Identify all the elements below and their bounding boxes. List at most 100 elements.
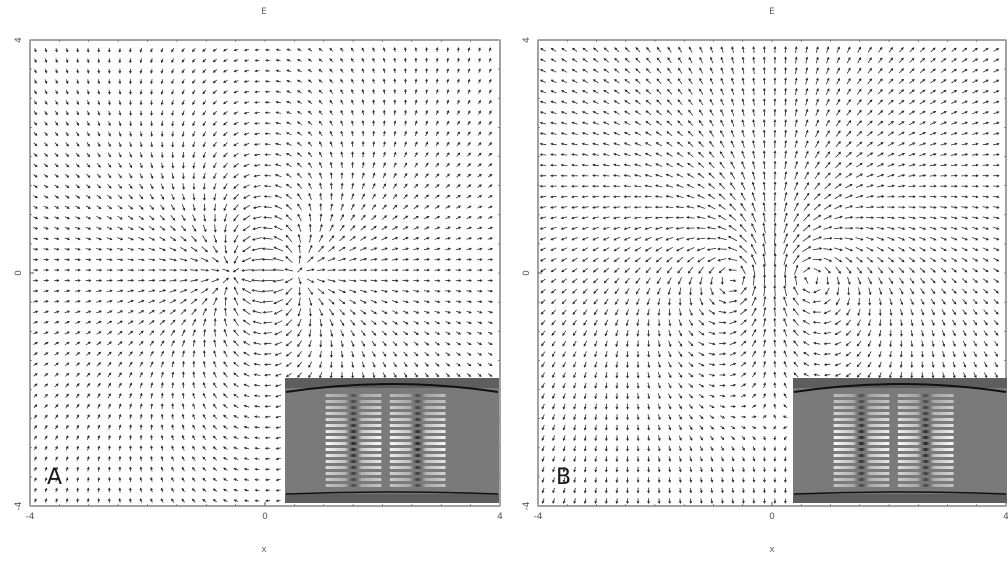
panel-b-field-arrow (942, 361, 945, 368)
panel-b-field-arrow (583, 330, 588, 337)
panel-a-field-arrow (350, 47, 354, 52)
panel-a-field-arrow (456, 173, 461, 178)
panel-b-field-arrow (834, 320, 842, 325)
panel-a-field-arrow (64, 268, 71, 272)
panel-b-field-arrow (720, 435, 725, 441)
panel-a-field-arrow (160, 162, 164, 169)
panel-b-field-arrow (844, 247, 854, 252)
panel-b-field-arrow (709, 88, 714, 95)
panel-a-field-arrow (456, 341, 462, 346)
panel-b-field-arrow (877, 267, 884, 274)
panel-a-field-arrow (55, 487, 58, 493)
panel-b-field-arrow (572, 319, 577, 326)
panel-b-field-arrow (634, 131, 641, 136)
panel-a-field-arrow (32, 226, 39, 230)
panel-a-field-arrow (455, 247, 462, 251)
panel-a-field-arrow (393, 162, 397, 168)
panel-b-field-arrow (835, 298, 841, 306)
panel-b-field-arrow (804, 150, 809, 159)
panel-a-field-arrow (160, 141, 164, 148)
panel-b-field-arrow (962, 288, 968, 294)
panel-b-field-arrow (751, 329, 757, 337)
panel-a-field-arrow (212, 48, 218, 52)
panel-a-field-arrow (181, 47, 185, 53)
panel-b-field-arrow (889, 340, 893, 348)
panel-a-field-arrow (127, 215, 134, 220)
panel-b-field-arrow (961, 226, 969, 230)
panel-b-field-arrow (773, 487, 777, 494)
panel-a-field-arrow (359, 257, 368, 261)
panel-b-field-arrow (583, 372, 587, 379)
panel-a-field-arrow (179, 258, 188, 262)
panel-a-field-arrow (445, 247, 452, 251)
panel-b-field-arrow (804, 276, 809, 284)
panel-b-field-arrow (573, 403, 576, 410)
panel-a-field-arrow (275, 488, 281, 492)
panel-a-field-arrow (223, 317, 227, 327)
panel-a-field-arrow (75, 205, 81, 209)
panel-a-field-arrow (224, 296, 228, 306)
panel-b-field-arrow (950, 237, 958, 241)
panel-a-field-arrow (243, 467, 250, 471)
panel-b-field-arrow (952, 372, 956, 379)
panel-a-field-arrow (487, 237, 493, 240)
panel-b-field-arrow (763, 403, 766, 409)
panel-a-inset-fringe (325, 418, 382, 421)
panel-b-field-arrow (762, 191, 766, 201)
panel-b-field-arrow (866, 184, 874, 188)
panel-a-field-arrow (86, 89, 90, 95)
panel-a-field-arrow (349, 289, 357, 293)
panel-a-field-arrow (160, 183, 164, 190)
panel-a-field-arrow (223, 361, 228, 368)
panel-a-field-arrow (273, 225, 283, 231)
panel-a-field-arrow (457, 89, 460, 94)
panel-b-field-arrow (731, 98, 735, 106)
panel-a-field-arrow (275, 100, 281, 104)
panel-a-field-arrow (487, 362, 493, 367)
panel-b-field-arrow (919, 142, 927, 146)
panel-a-field-arrow (171, 79, 174, 85)
panel-b-field-arrow (784, 77, 787, 85)
panel-b-field-arrow (655, 173, 663, 178)
panel-a-field-arrow (261, 258, 274, 261)
panel-b-field-arrow (699, 276, 703, 286)
panel-a-field-arrow (54, 173, 59, 178)
panel-b-field-arrow (763, 498, 766, 504)
panel-b-field-arrow (657, 329, 661, 337)
panel-a-field-arrow (137, 279, 145, 282)
panel-b-field-arrow (541, 382, 545, 389)
panel-b-field-arrow (541, 456, 545, 463)
panel-a-field-arrow (424, 183, 429, 189)
panel-a-field-arrow (466, 362, 472, 367)
panel-b-field-arrow (763, 392, 766, 399)
panel-a-field-arrow (251, 289, 263, 293)
panel-a-field-arrow (318, 89, 323, 94)
panel-b-field-arrow (833, 237, 844, 241)
panel-b-field-arrow (898, 89, 905, 95)
panel-a-field-arrow (435, 141, 439, 147)
panel-a-field-arrow (381, 247, 388, 251)
panel-b-field-arrow (908, 205, 916, 209)
panel-a-field-arrow (107, 372, 112, 378)
panel-a-inset-fringe (325, 460, 382, 463)
panel-a-field-arrow (402, 258, 410, 261)
panel-a-field-arrow (191, 235, 197, 242)
panel-a-field-arrow (34, 79, 37, 84)
panel-a-field-arrow (286, 100, 292, 104)
panel-b-field-arrow (571, 58, 578, 63)
panel-a-field-arrow (264, 58, 271, 62)
panel-b-field-arrow (634, 110, 641, 115)
panel-b-field-arrow (919, 78, 926, 84)
panel-a-field-arrow (273, 236, 283, 242)
panel-a-field-arrow (477, 342, 483, 345)
panel-a-field-arrow (150, 141, 154, 148)
panel-a-field-arrow (403, 362, 408, 368)
panel-b-field-arrow (729, 192, 736, 201)
panel-a-field-arrow (202, 349, 206, 358)
panel-b-field-arrow (685, 226, 695, 230)
panel-b-field-arrow (582, 288, 588, 294)
panel-b-field-arrow (688, 383, 694, 388)
panel-a-field-arrow (160, 381, 164, 389)
panel-b-field-arrow (773, 87, 777, 96)
panel-b-field-arrow (665, 227, 674, 230)
